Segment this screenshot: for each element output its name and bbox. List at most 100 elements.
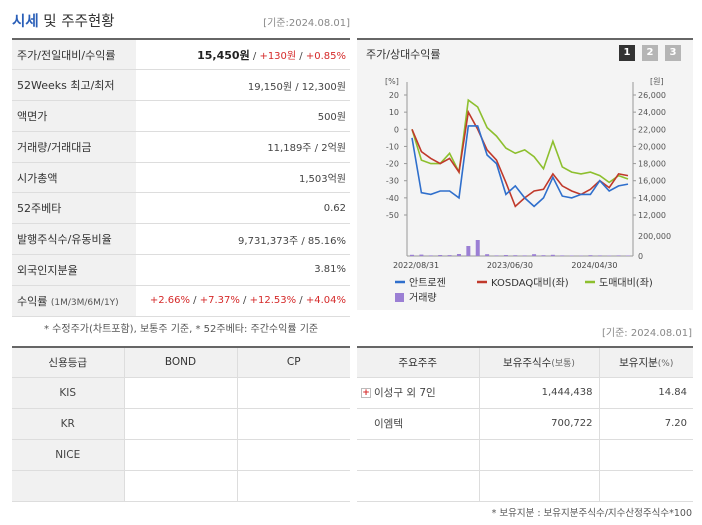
volume-bar xyxy=(607,255,612,256)
right-tick-label: 20,000 xyxy=(638,142,666,151)
quote-label: 시가총액 xyxy=(12,162,136,194)
volume-bar xyxy=(513,255,518,256)
quote-table: 주가/전일대비/수익률 15,450원 / +130원 / +0.85% 52W… xyxy=(12,38,350,317)
quote-value: 19,150원 / 12,300원 xyxy=(136,69,350,102)
quote-row-52w: 52Weeks 최고/최저 19,150원 / 12,300원 xyxy=(12,69,350,102)
shares-header-label: 보유주식수 xyxy=(503,356,552,369)
right-tick-label: 24,000 xyxy=(638,108,666,117)
separator: / xyxy=(189,295,200,307)
quote-label: 외국인지분율 xyxy=(12,254,136,286)
holders-basis-date: [기준: 2024.08.01] xyxy=(601,328,692,339)
volume-tick-label: 200,000 xyxy=(638,232,671,241)
series-line-2 xyxy=(411,109,629,208)
return-1m: +2.66% xyxy=(149,295,190,307)
chart-tab-1[interactable]: 1 xyxy=(619,45,635,61)
volume-bar xyxy=(616,255,621,256)
separator: / xyxy=(296,50,306,62)
left-tick-label: 20 xyxy=(389,91,399,100)
chart-title: 주가/상대수익률 xyxy=(366,48,441,61)
credit-bond xyxy=(123,470,237,502)
credit-row: NICE xyxy=(12,439,350,471)
volume-bar xyxy=(419,254,424,256)
left-tick-label: 0 xyxy=(394,125,399,134)
holders-header-shares: 보유주식수(보통) xyxy=(478,347,599,378)
volume-bar xyxy=(466,246,471,256)
quote-row-beta: 52주베타 0.62 xyxy=(12,192,350,225)
pct-header-label: 보유지분 xyxy=(619,356,658,369)
quote-row-shares: 발행주식수/유동비율 9,731,373주 / 85.16% xyxy=(12,223,350,256)
credit-cp xyxy=(236,377,350,409)
volume-bar xyxy=(626,255,630,256)
credit-header-cp: CP xyxy=(236,347,350,378)
credit-cp xyxy=(236,470,350,502)
quote-label: 발행주식수/유동비율 xyxy=(12,223,136,256)
chart-tabs: 1 2 3 xyxy=(619,45,681,61)
quote-value: 11,189주 / 2억원 xyxy=(136,131,350,163)
holder-name-cell: 이엠텍 xyxy=(357,408,479,440)
quote-label: 52Weeks 최고/최저 xyxy=(12,69,136,102)
holder-row xyxy=(357,470,693,502)
legend-label: KOSDAQ대비(좌) xyxy=(491,277,569,289)
holder-name xyxy=(357,470,479,502)
series-line-3 xyxy=(411,98,629,184)
price-return-chart: [%] [원] 20 10 0 -10 -20 -30 -40 -50 26,000 24,000 22… xyxy=(385,77,671,304)
volume-bar xyxy=(560,255,565,256)
holder-pct xyxy=(598,470,693,502)
holder-shares xyxy=(478,439,599,471)
separator: / xyxy=(249,50,260,62)
chart-tab-2[interactable]: 2 xyxy=(642,45,658,61)
section-title: 시세 및 주주현황 xyxy=(12,10,115,31)
left-tick-label: -10 xyxy=(386,142,399,151)
volume-tick-label: 0 xyxy=(638,252,643,261)
section-header: 시세 및 주주현황 [기준:2024.08.01] xyxy=(12,8,350,32)
separator: / xyxy=(239,295,250,307)
quote-row-foreign: 외국인지분율 3.81% xyxy=(12,254,350,286)
pct-header-unit: (%) xyxy=(657,358,674,369)
left-tick-label: -50 xyxy=(386,211,399,220)
separator: / xyxy=(296,295,306,307)
expand-plus-icon[interactable]: + xyxy=(361,388,371,398)
holder-row: 이엠텍 700,722 7.20 xyxy=(357,408,693,440)
volume-bar xyxy=(503,255,508,256)
credit-cp xyxy=(236,439,350,471)
quote-value: 0.62 xyxy=(136,192,350,225)
holders-header-row: 주요주주 보유주식수(보통) 보유지분(%) xyxy=(357,347,693,378)
title-rest: 및 주주현황 xyxy=(38,14,115,30)
quote-label: 52주베타 xyxy=(12,192,136,225)
holder-pct: 7.20 xyxy=(598,408,693,440)
credit-agency: NICE xyxy=(12,439,124,471)
volume-bar xyxy=(428,255,433,256)
left-tick-label: -40 xyxy=(386,194,399,203)
holder-pct xyxy=(598,439,693,471)
right-tick-label: 12,000 xyxy=(638,211,666,220)
chart-tab-3[interactable]: 3 xyxy=(665,45,681,61)
volume-bar xyxy=(569,255,574,256)
volume-bar xyxy=(494,255,499,256)
holder-name: 이성구 외 7인 xyxy=(374,387,436,399)
volume-bar xyxy=(447,255,452,256)
holder-shares: 700,722 xyxy=(478,408,599,440)
volume-bar xyxy=(597,255,602,256)
credit-bond xyxy=(123,439,237,471)
quote-row-return: 수익률 (1M/3M/6M/1Y) +2.66% / +7.37% / +12.… xyxy=(12,285,350,317)
holder-name-cell: + 이성구 외 7인 xyxy=(357,377,479,409)
return-label-periods: (1M/3M/6M/1Y) xyxy=(50,297,119,308)
change-value: +130원 xyxy=(259,50,297,62)
quote-label: 수익률 (1M/3M/6M/1Y) xyxy=(12,285,136,317)
return-label: 수익률 xyxy=(17,294,48,308)
volume-bar xyxy=(532,254,537,256)
quote-row-marketcap: 시가총액 1,503억원 xyxy=(12,162,350,194)
volume-bar xyxy=(522,255,527,256)
left-tick-label: -20 xyxy=(386,160,399,169)
quote-label: 액면가 xyxy=(12,100,136,132)
quote-row-volume: 거래량/거래대금 11,189주 / 2억원 xyxy=(12,131,350,163)
credit-agency: KR xyxy=(12,408,124,440)
holder-shares xyxy=(478,470,599,502)
credit-header-rating: 신용등급 xyxy=(12,347,124,378)
x-tick-label: 2023/06/30 xyxy=(487,261,533,270)
holder-pct: 14.84 xyxy=(598,377,693,409)
quote-value: 1,503억원 xyxy=(136,162,350,194)
price-value: 15,450원 xyxy=(197,48,250,62)
quote-row-par: 액면가 500원 xyxy=(12,100,350,132)
left-tick-label: 10 xyxy=(389,108,399,117)
